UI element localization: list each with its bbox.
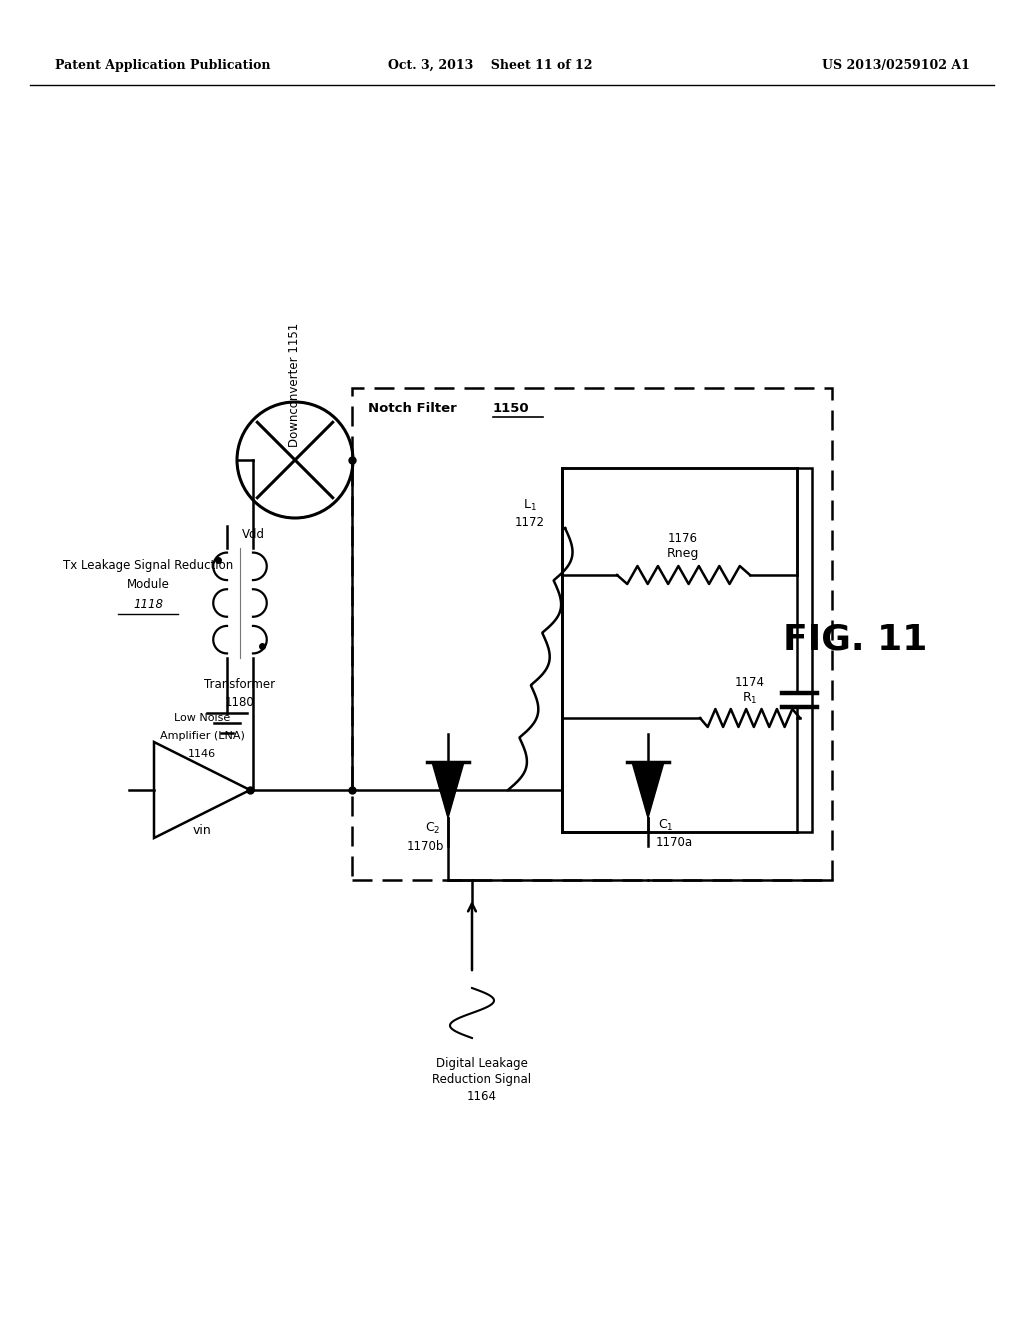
Text: Amplifier (LNA): Amplifier (LNA)	[160, 731, 245, 741]
Polygon shape	[432, 762, 464, 818]
Text: Digital Leakage: Digital Leakage	[436, 1056, 528, 1069]
Text: US 2013/0259102 A1: US 2013/0259102 A1	[822, 58, 970, 71]
Text: Downconverter 1151: Downconverter 1151	[289, 323, 301, 447]
Text: Oct. 3, 2013    Sheet 11 of 12: Oct. 3, 2013 Sheet 11 of 12	[388, 58, 592, 71]
Text: 1174: 1174	[735, 676, 765, 689]
Text: C$_2$: C$_2$	[425, 821, 440, 836]
Text: Notch Filter: Notch Filter	[368, 401, 457, 414]
Text: Rneg: Rneg	[667, 546, 699, 560]
Text: 1118: 1118	[133, 598, 163, 611]
Text: L$_1$: L$_1$	[523, 498, 537, 512]
Text: vin: vin	[193, 824, 211, 837]
Text: R$_1$: R$_1$	[742, 690, 758, 706]
Text: 1146: 1146	[188, 748, 216, 759]
Bar	[562, 469, 812, 832]
Text: 1172: 1172	[515, 516, 545, 528]
Text: Vdd: Vdd	[242, 528, 264, 541]
Text: 1180: 1180	[225, 697, 255, 710]
Text: 1170b: 1170b	[407, 840, 444, 853]
Text: C$_1$: C$_1$	[658, 817, 674, 833]
Text: Tx Leakage Signal Reduction: Tx Leakage Signal Reduction	[62, 558, 233, 572]
Text: Reduction Signal: Reduction Signal	[432, 1073, 531, 1086]
Text: 1150: 1150	[493, 401, 529, 414]
Text: Transformer: Transformer	[205, 678, 275, 692]
Polygon shape	[632, 762, 664, 818]
Text: 1170a: 1170a	[656, 837, 693, 850]
Text: Low Noise: Low Noise	[174, 713, 230, 723]
Text: FIG. 11: FIG. 11	[782, 623, 927, 657]
Text: Module: Module	[127, 578, 169, 591]
Text: 1176: 1176	[668, 532, 698, 544]
Text: 1164: 1164	[467, 1090, 497, 1104]
Text: Patent Application Publication: Patent Application Publication	[55, 58, 270, 71]
Bar	[352, 388, 831, 880]
